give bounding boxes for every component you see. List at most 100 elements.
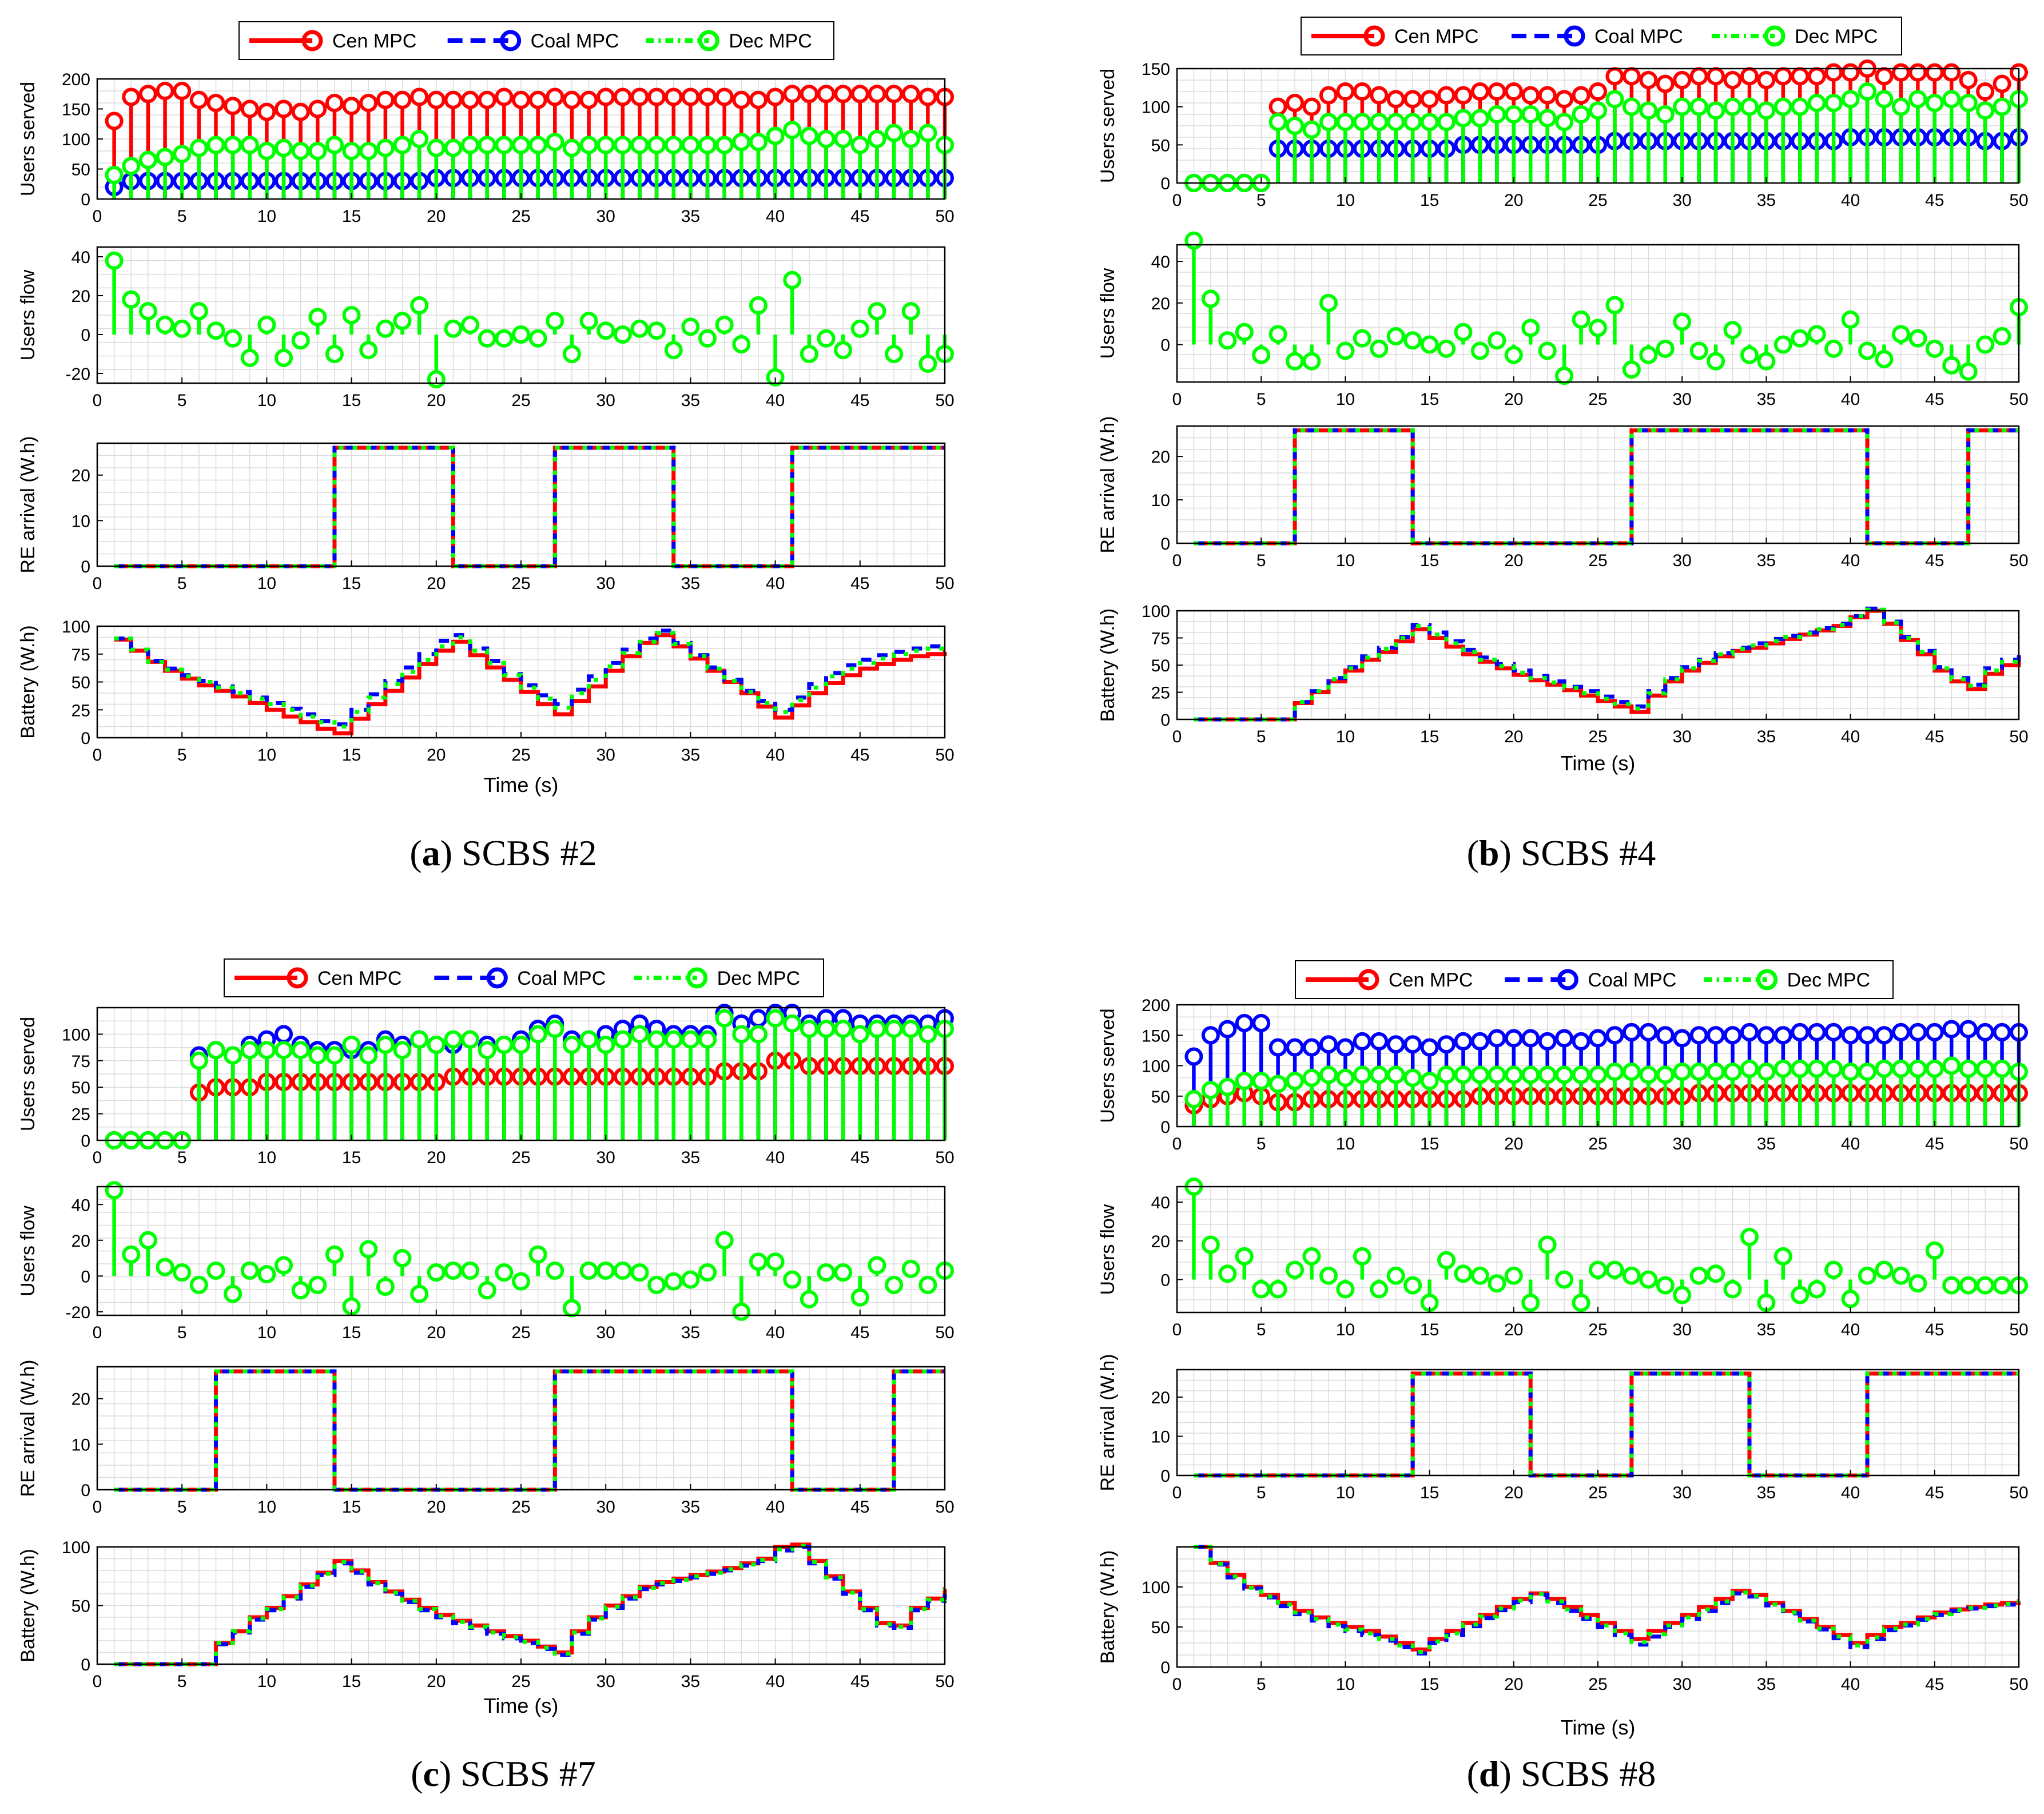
x-tick-label: 5: [177, 1672, 187, 1691]
legend-label-dec: Dec MPC: [717, 968, 800, 989]
y-tick-label: 50: [71, 1597, 90, 1616]
x-tick-label: 25: [1588, 727, 1607, 746]
stem-marker-dec: [1723, 97, 1742, 116]
stem-marker-dec: [1925, 1241, 1944, 1260]
stem-marker-dec: [1555, 113, 1574, 132]
x-tick-label: 35: [681, 1148, 700, 1167]
x-tick-label: 50: [935, 1323, 954, 1342]
series-dec: [1184, 82, 2028, 192]
grid: [97, 1367, 945, 1490]
x-tick-label: 25: [511, 574, 530, 593]
x-ticks: 0 5 10 15 20 25 30 35 40 45 50: [93, 732, 955, 765]
stem-marker-cen: [393, 90, 412, 109]
x-ticks: 0 5 10 15 20 25 30 35 40 45 50: [93, 1310, 955, 1342]
subplot-b-users-flow: 0 5 10 15 20 25 30 35 40 45 50 0 20 40 Users flow: [1097, 231, 2029, 409]
stem-marker-dec: [1656, 1065, 1675, 1084]
y-axis-label: RE arrival (W.h): [17, 1360, 39, 1497]
x-tick-label: 10: [1336, 191, 1355, 210]
stem-marker-cen: [122, 87, 141, 106]
y-ticks: 0 50 100: [62, 1538, 103, 1674]
stem-marker-dec: [868, 130, 886, 148]
x-tick-label: 15: [342, 1148, 361, 1167]
stem-marker-dec: [1605, 90, 1624, 109]
x-tick-label: 35: [681, 746, 700, 765]
x-tick-label: 40: [766, 1672, 785, 1691]
y-tick-label: 50: [1151, 136, 1170, 155]
stem-marker-dec: [308, 142, 327, 160]
stem-marker-dec: [850, 1025, 869, 1044]
stem-marker-dec: [410, 296, 429, 315]
stem-marker-cen: [1454, 86, 1473, 105]
stem-marker-cen: [325, 94, 344, 112]
stem-marker-dec: [1403, 1068, 1422, 1087]
stem-marker-dec: [783, 270, 802, 289]
stem-marker-dec: [528, 329, 547, 348]
x-tick-label: 20: [427, 1148, 446, 1167]
stem-marker-dec: [1891, 97, 1910, 116]
x-ticks: 0 5 10 15 20 25 30 35 40 45 50: [1172, 1470, 2029, 1502]
x-tick-label: 50: [2009, 727, 2028, 746]
stem-marker-dec: [1824, 339, 1843, 358]
stem-marker-dec: [1622, 97, 1641, 116]
x-tick-label: 20: [427, 574, 446, 593]
stem-marker-dec: [664, 136, 683, 154]
legend-b: Cen MPC Coal MPC Dec MPC: [1301, 17, 1902, 55]
stem-marker-cen: [868, 85, 886, 104]
y-ticks: 0 50 100 150: [1142, 60, 1183, 193]
stem-marker-cen: [427, 90, 446, 109]
x-tick-label: 30: [597, 1148, 615, 1167]
stem-marker-dec: [1420, 1072, 1439, 1091]
stem-marker-dec: [1572, 1294, 1590, 1312]
stem-marker-dec: [1488, 1274, 1506, 1293]
stem-marker-dec: [1386, 1065, 1405, 1084]
stem-marker-dec: [1875, 1260, 1894, 1279]
x-tick-label: 5: [177, 1498, 187, 1517]
stem-marker-dec: [1470, 1266, 1489, 1285]
grid: [1177, 426, 2019, 543]
stem-marker-dec: [1252, 1280, 1271, 1299]
stem-marker-cen: [850, 85, 869, 104]
stem-marker-dec: [105, 1181, 124, 1200]
stem-marker-dec: [122, 1245, 141, 1264]
stem-marker-dec: [512, 1272, 530, 1291]
stem-marker-dec: [478, 1281, 496, 1300]
stem-marker-dec: [427, 1035, 446, 1054]
x-axis-label: Time (s): [1561, 751, 1636, 775]
x-tick-label: 50: [935, 1672, 954, 1691]
y-tick-label: 25: [71, 701, 90, 720]
y-tick-label: 10: [1151, 491, 1170, 510]
x-tick-label: 45: [850, 1323, 869, 1342]
legend-marker-cen: [301, 30, 323, 51]
stem-marker-dec: [275, 1041, 293, 1060]
stem-marker-dec: [546, 1261, 564, 1280]
x-tick-label: 50: [935, 746, 954, 765]
stem-marker-dec: [528, 136, 547, 154]
x-ticks: 0 5 10 15 20 25 30 35 40 45 50: [93, 1135, 955, 1167]
stem-marker-dec: [749, 1025, 768, 1044]
stem-marker-dec: [597, 1035, 615, 1054]
x-tick-label: 45: [1925, 390, 1944, 409]
caption-a-letter: a: [421, 833, 440, 873]
stem-marker-coal: [1470, 1032, 1489, 1051]
y-tick-label: 20: [1151, 1389, 1170, 1407]
stem-marker-dec: [1773, 1247, 1792, 1266]
stem-marker-dec: [528, 1245, 547, 1264]
stem-marker-dec: [1639, 1270, 1658, 1289]
y-tick-label: 0: [1160, 1467, 1170, 1486]
legend-marker-coal: [500, 30, 522, 51]
stem-marker-cen: [579, 90, 598, 109]
stem-marker-cen: [359, 94, 378, 112]
y-tick-label: 150: [1142, 1027, 1170, 1045]
caption-d-title: SCBS #8: [1520, 1753, 1656, 1794]
stem-marker-dec: [275, 138, 293, 157]
stem-marker-dec: [1925, 1059, 1944, 1078]
series-group: [1184, 59, 2028, 192]
stem-marker-cen: [1976, 82, 1995, 101]
y-tick-label: 0: [1160, 711, 1170, 730]
stem-marker-dec: [1370, 339, 1389, 358]
y-tick-label: 100: [62, 1025, 90, 1044]
stem-marker-dec: [410, 1284, 429, 1303]
stem-marker-dec: [173, 145, 192, 164]
x-tick-label: 5: [177, 574, 187, 593]
